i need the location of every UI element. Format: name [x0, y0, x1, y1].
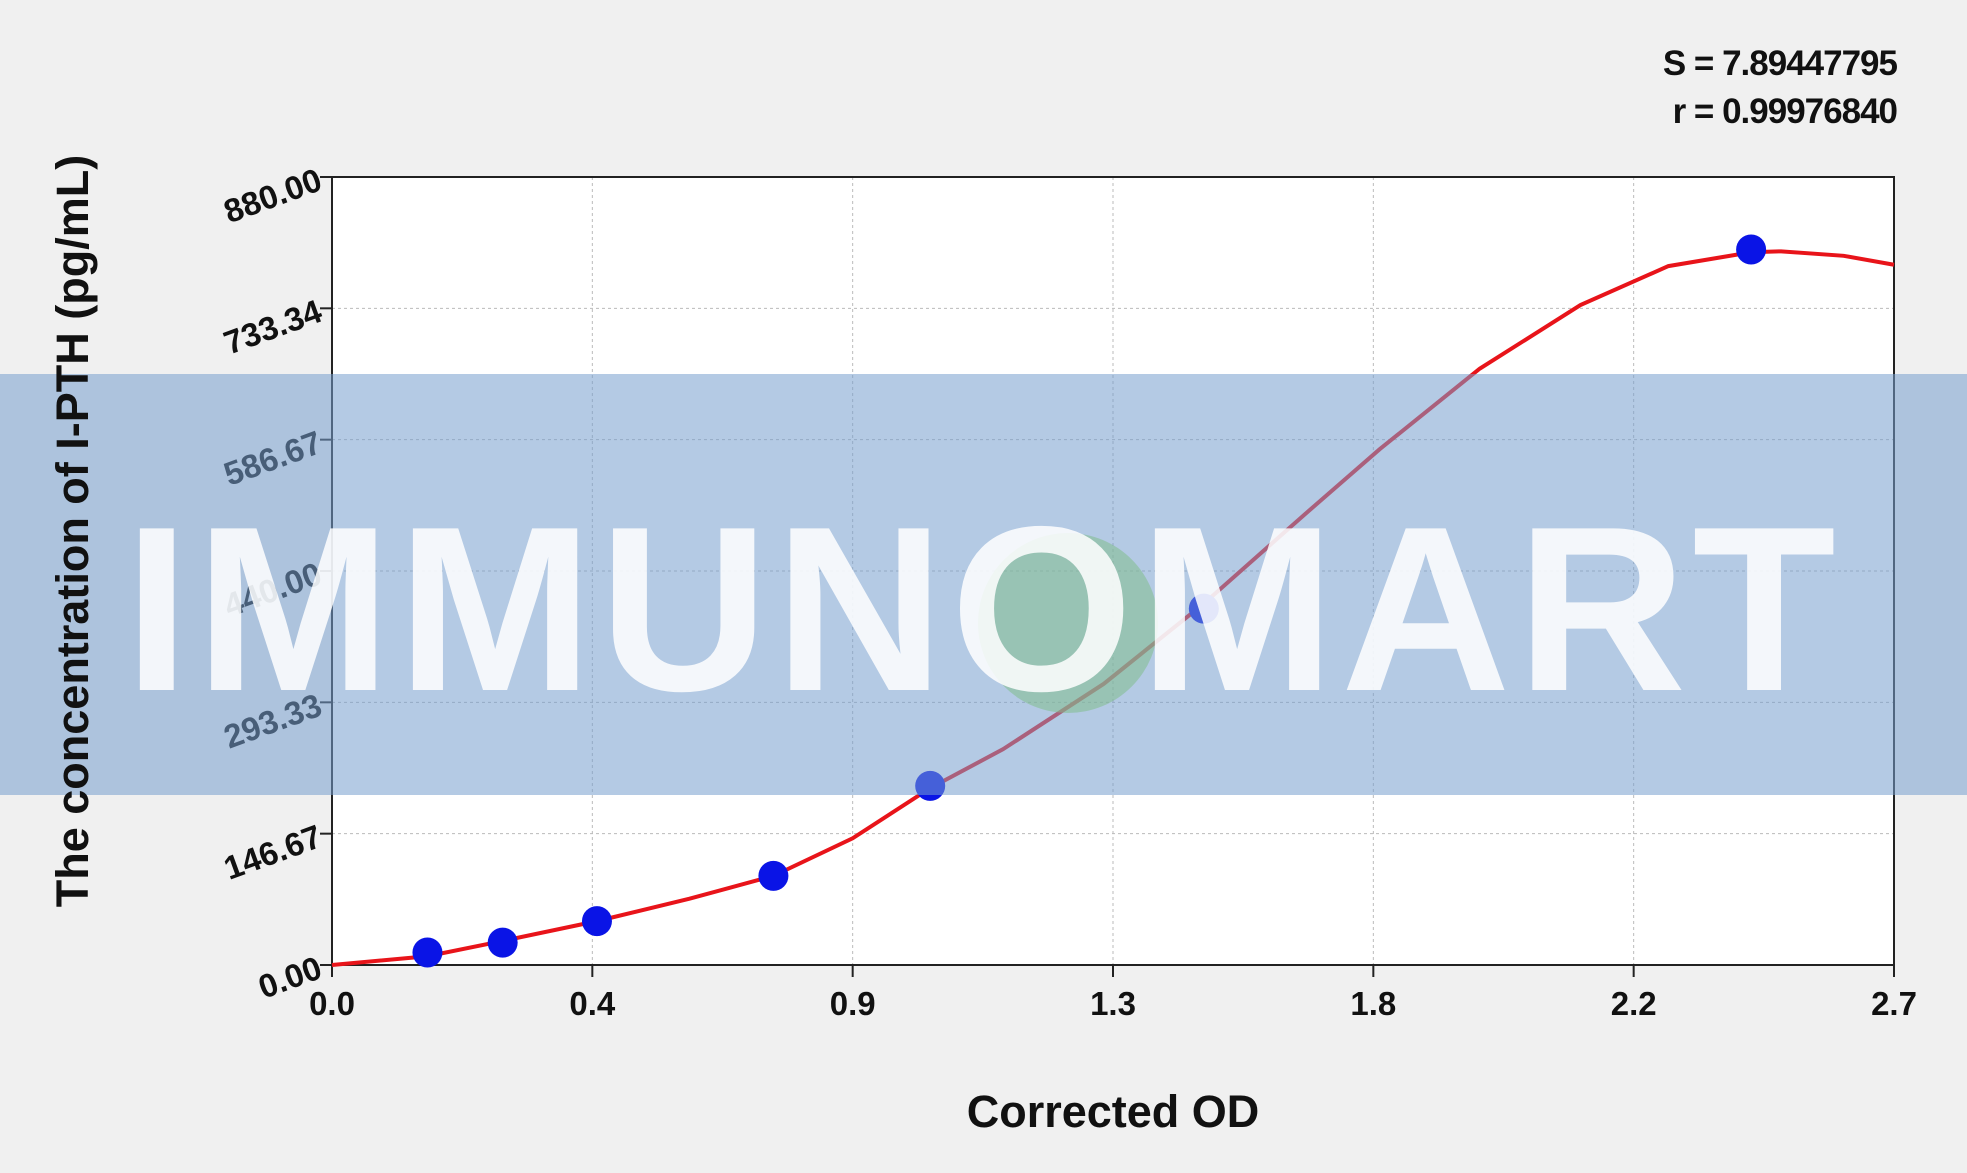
x-tick-label: 0.4	[569, 985, 616, 1022]
watermark-logo	[978, 533, 1158, 713]
data-point	[412, 937, 443, 968]
x-tick-label: 2.2	[1611, 985, 1657, 1022]
data-point	[487, 927, 518, 958]
stat-s: S = 7.89447795	[1663, 44, 1898, 83]
y-axis-label: The concentration of I-PTH (pg/mL)	[47, 155, 98, 907]
data-point	[1736, 234, 1767, 265]
x-tick-label: 0.0	[309, 985, 355, 1022]
watermark-band	[0, 374, 1967, 795]
x-tick-label: 1.3	[1090, 985, 1136, 1022]
stat-r: r = 0.99976840	[1673, 92, 1898, 131]
x-tick-label: 0.9	[830, 985, 876, 1022]
watermark: IMMUNOMART	[124, 477, 1842, 740]
data-point	[758, 860, 789, 891]
x-tick-label: 2.7	[1871, 985, 1917, 1022]
data-point	[581, 906, 612, 937]
x-axis-label: Corrected OD	[967, 1086, 1260, 1137]
x-tick-label: 1.8	[1350, 985, 1396, 1022]
